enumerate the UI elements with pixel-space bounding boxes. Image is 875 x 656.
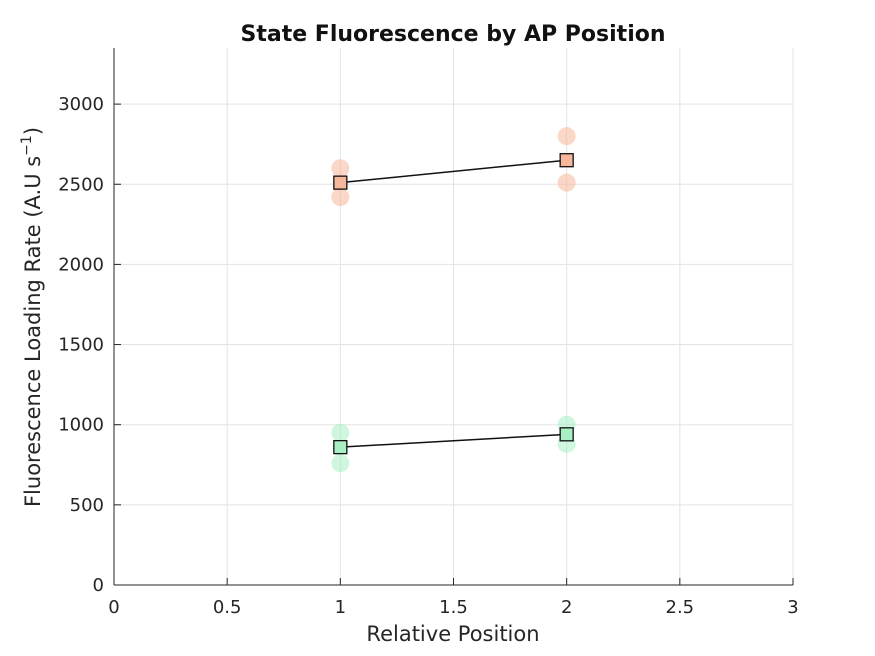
x-tick-label: 0.5 xyxy=(213,597,242,618)
mean-marker xyxy=(333,439,348,455)
x-tick-label: 3 xyxy=(787,597,798,618)
mean-lines xyxy=(340,159,567,448)
grid-lines xyxy=(113,48,794,586)
chart-title: State Fluorescence by AP Position xyxy=(240,22,665,47)
mean-line xyxy=(340,433,567,448)
x-tick-label: 0 xyxy=(108,597,119,618)
data-point xyxy=(331,454,350,473)
y-axis-label-main: Fluorescence Loading Rate (A.U s xyxy=(21,156,45,507)
x-tick-label: 1 xyxy=(335,597,346,618)
x-tick-label: 2.5 xyxy=(666,597,695,618)
mean-marker xyxy=(559,153,574,168)
data-point xyxy=(557,173,576,192)
y-tick-label: 1500 xyxy=(58,335,104,356)
y-tick-label: 2000 xyxy=(58,254,104,275)
tick-labels: 0 0.5 1 1.5 2 2.5 3 0 500 1000 1500 2000 2500 3000 xyxy=(58,94,799,618)
y-tick-label: 500 xyxy=(70,495,104,516)
x-tick-label: 1.5 xyxy=(439,597,468,618)
y-tick-label: 2500 xyxy=(58,174,104,195)
mean-markers xyxy=(333,153,574,455)
data-point xyxy=(331,423,350,442)
y-axis-label: Fluorescence Loading Rate (A.U s−1) xyxy=(19,127,45,507)
data-point xyxy=(331,159,350,178)
y-tick-label: 0 xyxy=(93,575,104,596)
x-tick-label: 2 xyxy=(561,597,572,618)
mean-line xyxy=(340,159,567,184)
y-axis-label-suffix: ) xyxy=(21,127,45,135)
data-point xyxy=(331,188,350,207)
y-tick-label: 3000 xyxy=(58,94,104,115)
y-axis-label-exponent: −1 xyxy=(19,135,35,156)
data-point xyxy=(557,127,576,146)
x-axis-label: Relative Position xyxy=(366,622,539,646)
tick-marks xyxy=(113,103,794,586)
mean-marker xyxy=(333,175,348,190)
data-points xyxy=(331,127,576,473)
y-tick-label: 1000 xyxy=(58,415,104,436)
mean-marker xyxy=(559,427,574,442)
